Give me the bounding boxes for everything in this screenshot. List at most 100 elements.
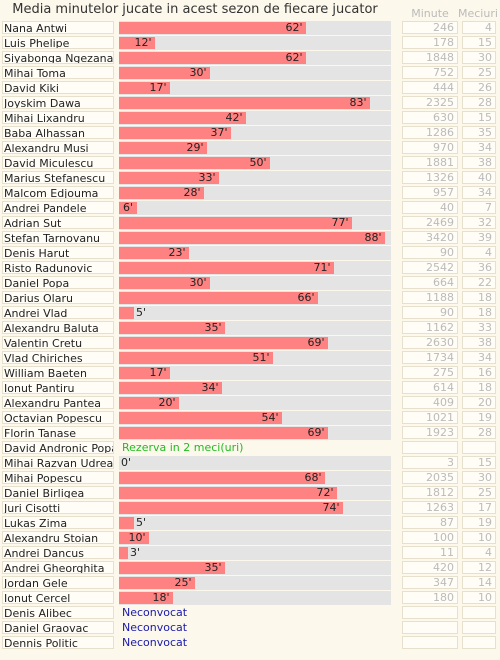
matches-cell: 28 xyxy=(462,426,496,439)
player-row: Alexandru Baluta 35' 1162 33 xyxy=(0,321,500,336)
player-row: Valentin Cretu 69' 2630 38 xyxy=(0,336,500,351)
player-name: Mihai Toma xyxy=(2,66,114,79)
player-name: Mihai Popescu xyxy=(2,471,114,484)
minutes-bar xyxy=(119,502,343,514)
player-row: Mihai Razvan Udrea 0' 3 15 xyxy=(0,456,500,471)
player-name: Siyabonga Ngezana xyxy=(2,51,114,64)
minutes-bar-track: 35' xyxy=(119,321,391,335)
average-minutes-label: 37' xyxy=(210,126,228,139)
total-minutes-cell: 11 xyxy=(402,546,458,559)
player-name: Andrei Gheorghita xyxy=(2,561,114,574)
player-row: Nana Antwi 62' 246 4 xyxy=(0,21,500,36)
minutes-bar xyxy=(119,577,195,589)
player-name: Daniel Graovac xyxy=(2,621,114,634)
minutes-column-header: Minute xyxy=(411,7,449,20)
player-name: Denis Alibec xyxy=(2,606,114,619)
total-minutes-cell xyxy=(402,636,458,649)
minutes-bar xyxy=(119,337,328,349)
minutes-bar-track: 66' xyxy=(119,291,391,305)
player-row: Andrei Pandele 6' 40 7 xyxy=(0,201,500,216)
matches-cell: 34 xyxy=(462,186,496,199)
matches-cell: 39 xyxy=(462,231,496,244)
minutes-bar xyxy=(119,262,334,274)
matches-cell: 32 xyxy=(462,216,496,229)
player-name: Adrian Sut xyxy=(2,216,114,229)
total-minutes-cell: 752 xyxy=(402,66,458,79)
player-row: Andrei Dancus 3' 11 4 xyxy=(0,546,500,561)
minutes-bar-track: 10' xyxy=(119,531,391,545)
player-row: William Baeten 17' 275 16 xyxy=(0,366,500,381)
player-name: Ionut Pantiru xyxy=(2,381,114,394)
average-minutes-label: 51' xyxy=(252,351,270,364)
player-name: Luis Phelipe xyxy=(2,36,114,49)
matches-cell: 15 xyxy=(462,111,496,124)
total-minutes-cell: 2542 xyxy=(402,261,458,274)
minutes-bar xyxy=(119,232,385,244)
player-name: Florin Tanase xyxy=(2,426,114,439)
player-row: Octavian Popescu 54' 1021 19 xyxy=(0,411,500,426)
minutes-bar-track: 0' xyxy=(119,456,391,470)
matches-cell xyxy=(462,636,496,649)
matches-cell: 35 xyxy=(462,126,496,139)
minutes-bar xyxy=(119,217,352,229)
matches-cell: 4 xyxy=(462,546,496,559)
total-minutes-cell: 1848 xyxy=(402,51,458,64)
total-minutes-cell: 1734 xyxy=(402,351,458,364)
player-row: Alexandru Musi 29' 970 34 xyxy=(0,141,500,156)
player-name: Risto Radunovic xyxy=(2,261,114,274)
average-minutes-label: 62' xyxy=(285,51,303,64)
minutes-bar-track: 17' xyxy=(119,81,391,95)
total-minutes-cell: 1326 xyxy=(402,171,458,184)
average-minutes-label: 3' xyxy=(130,546,141,559)
average-minutes-label: 50' xyxy=(249,156,267,169)
matches-cell: 36 xyxy=(462,261,496,274)
player-name: David Andronic Popa xyxy=(2,441,114,454)
matches-cell: 34 xyxy=(462,351,496,364)
minutes-bar-track: 35' xyxy=(119,561,391,575)
minutes-bar-track: 51' xyxy=(119,351,391,365)
minutes-bar-track: 20' xyxy=(119,396,391,410)
minutes-bar xyxy=(119,472,325,484)
player-name: Andrei Pandele xyxy=(2,201,114,214)
player-row: David Andronic Popa Rezerva in 2 meci(uri… xyxy=(0,441,500,456)
average-minutes-label: 71' xyxy=(313,261,331,274)
minutes-bar-track: 83' xyxy=(119,96,391,110)
matches-cell: 34 xyxy=(462,141,496,154)
total-minutes-cell: 420 xyxy=(402,561,458,574)
average-minutes-label: 30' xyxy=(189,66,207,79)
minutes-bar xyxy=(119,517,134,529)
average-minutes-label: 30' xyxy=(189,276,207,289)
average-minutes-label: 35' xyxy=(204,561,222,574)
average-minutes-label: 69' xyxy=(307,336,325,349)
minutes-bar-track: 30' xyxy=(119,66,391,80)
matches-cell: 25 xyxy=(462,486,496,499)
player-name: Stefan Tarnovanu xyxy=(2,231,114,244)
minutes-bar-track: 77' xyxy=(119,216,391,230)
player-row: Andrei Vlad 5' 90 18 xyxy=(0,306,500,321)
not-called-up-note: Neconvocat xyxy=(122,606,188,619)
matches-cell: 15 xyxy=(462,36,496,49)
matches-cell: 18 xyxy=(462,291,496,304)
player-row: Luis Phelipe 12' 178 15 xyxy=(0,36,500,51)
matches-cell: 26 xyxy=(462,81,496,94)
total-minutes-cell xyxy=(402,621,458,634)
player-name: Andrei Dancus xyxy=(2,546,114,559)
player-row: Darius Olaru 66' 1188 18 xyxy=(0,291,500,306)
total-minutes-cell: 2325 xyxy=(402,96,458,109)
minutes-bar-track: 23' xyxy=(119,246,391,260)
page-title: Media minutelor jucate in acest sezon de… xyxy=(12,2,378,17)
minutes-bar xyxy=(119,382,222,394)
player-row: Juri Cisotti 74' 1263 17 xyxy=(0,501,500,516)
average-minutes-label: 77' xyxy=(331,216,349,229)
player-name: Juri Cisotti xyxy=(2,501,114,514)
minutes-bar-track: 50' xyxy=(119,156,391,170)
minutes-bar-track: 71' xyxy=(119,261,391,275)
minutes-bar-track: 37' xyxy=(119,126,391,140)
minutes-bar-track: 68' xyxy=(119,471,391,485)
player-name: Ionut Cercel xyxy=(2,591,114,604)
average-minutes-label: 18' xyxy=(152,591,170,604)
player-name: Daniel Popa xyxy=(2,276,114,289)
player-row: David Kiki 17' 444 26 xyxy=(0,81,500,96)
player-row: Alexandru Pantea 20' 409 20 xyxy=(0,396,500,411)
matches-cell: 4 xyxy=(462,246,496,259)
